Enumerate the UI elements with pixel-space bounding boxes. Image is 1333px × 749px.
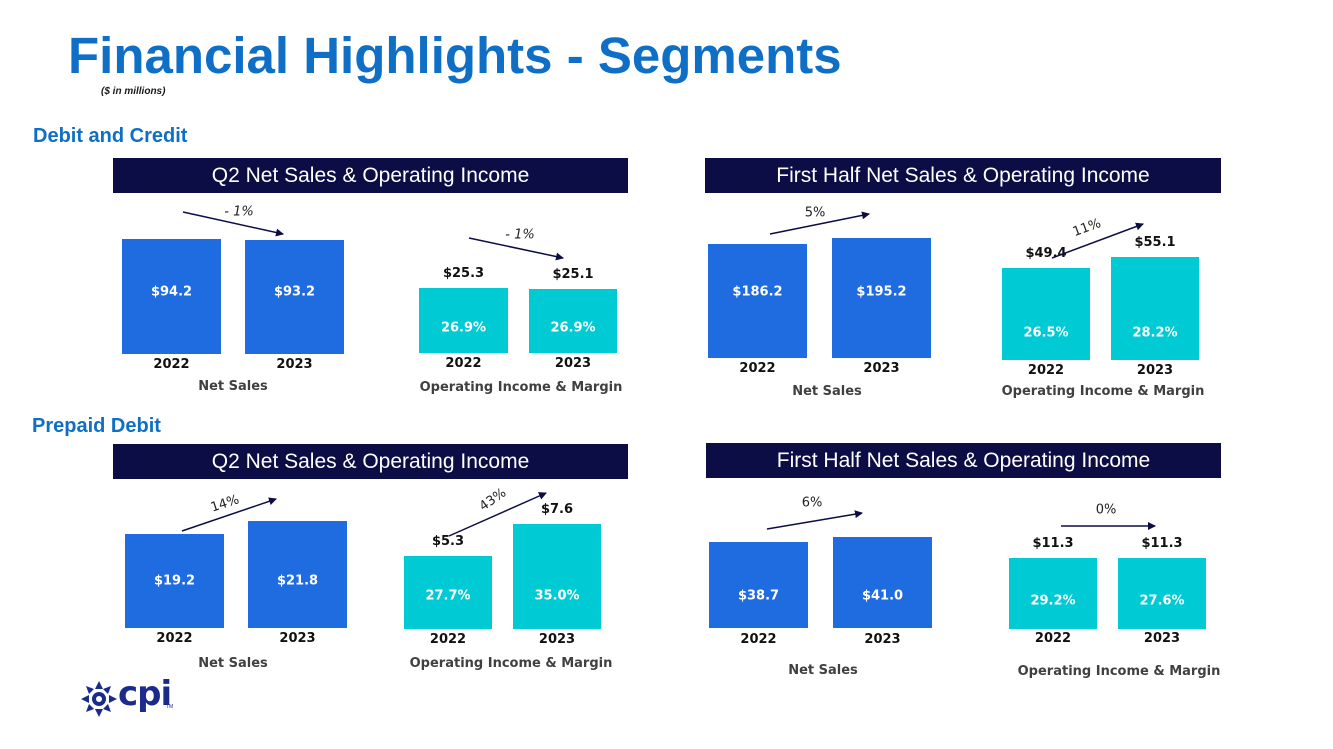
header-first-half-prepaid: First Half Net Sales & Operating Income — [706, 443, 1221, 478]
dc_fh_oi-bar-2022 — [1002, 268, 1090, 360]
pd_q2_oi-change-arrow — [448, 492, 547, 537]
dc_q2_ns-change-arrow — [182, 211, 284, 237]
header-q2-debit-credit: Q2 Net Sales & Operating Income — [113, 158, 628, 193]
cpi-logo-text: cpi — [118, 674, 172, 714]
dc_fh_oi-margin-label-2023: 28.2% — [1132, 325, 1178, 341]
dc_q2_ns-bar-2022 — [122, 239, 221, 354]
section-prepaid-debit: Prepaid Debit — [32, 415, 161, 437]
pd_q2_ns-bar-2022 — [125, 534, 224, 628]
dc_fh_ns-year-label-2022: 2022 — [739, 361, 776, 376]
dc_fh_oi-axis-label: Operating Income & Margin — [1001, 384, 1205, 399]
pd_q2_oi-bar-2022 — [404, 556, 492, 629]
dc_q2_oi-axis-label: Operating Income & Margin — [419, 380, 623, 395]
pd_q2_oi-bar-2023 — [513, 524, 601, 629]
pd_fh_oi-year-label-2023: 2023 — [1143, 631, 1181, 646]
dc_q2_ns-value-label-2022: $94.2 — [150, 284, 193, 300]
pd_fh_ns-change-arrow — [766, 510, 863, 530]
dc_fh_ns-change-label: 5% — [804, 205, 826, 221]
pd_fh_ns-value-label-2023: $41.0 — [861, 588, 904, 604]
pd_fh_ns-change-label: 6% — [801, 495, 823, 511]
pd_q2_oi-axis-label: Operating Income & Margin — [409, 656, 613, 671]
dc_q2_oi-change-label: - 1% — [505, 227, 535, 243]
pd_fh_oi-margin-label-2023: 27.6% — [1139, 593, 1185, 609]
dc_q2_ns-change-label: - 1% — [224, 204, 254, 220]
dc_fh_ns-bar-2023 — [832, 238, 931, 358]
pd_fh_ns-year-label-2022: 2022 — [740, 632, 777, 647]
dc_fh_oi-value-label-2023: $55.1 — [1134, 235, 1176, 250]
dc_q2_oi-bar-2022 — [419, 288, 508, 353]
dc_q2_ns-axis-label: Net Sales — [198, 379, 268, 394]
dc_q2_oi-margin-label-2022: 26.9% — [440, 320, 487, 336]
dc_q2_ns-bar-2023 — [245, 240, 344, 354]
dc_fh_oi-change-arrow — [1051, 222, 1144, 259]
dc_q2_oi-value-label-2023: $25.1 — [552, 267, 594, 282]
pd_fh_oi-bar-2023 — [1118, 558, 1206, 629]
dc_q2_oi-margin-label-2023: 26.9% — [550, 320, 596, 336]
dc_q2_oi-bar-2023 — [529, 289, 617, 353]
dc_q2_ns-year-label-2022: 2022 — [153, 357, 190, 372]
pd_fh_ns-bar-2022 — [709, 542, 808, 628]
pd_q2_ns-value-label-2023: $21.8 — [276, 573, 319, 589]
pd_q2_oi-value-label-2023: $7.6 — [540, 502, 574, 517]
pd_q2_ns-bar-2023 — [248, 521, 347, 628]
pd_fh_ns-axis-label: Net Sales — [788, 663, 858, 678]
dc_q2_oi-year-label-2023: 2023 — [554, 356, 592, 371]
page-title: Financial Highlights - Segments — [68, 27, 842, 84]
cpi-logo-icon — [81, 681, 117, 717]
dc_fh_oi-value-label-2022: $49.4 — [1025, 246, 1067, 261]
pd_fh_oi-bar-2022 — [1009, 558, 1097, 629]
dc_q2_ns-year-label-2023: 2023 — [276, 357, 313, 372]
dc_q2_oi-year-label-2022: 2022 — [445, 356, 482, 371]
pd_fh_ns-bar-2023 — [833, 537, 932, 628]
pd_q2_ns-year-label-2023: 2023 — [279, 631, 316, 646]
dc_fh_oi-margin-label-2022: 26.5% — [1023, 325, 1069, 341]
pd_fh_oi-year-label-2022: 2022 — [1034, 631, 1072, 646]
pd_fh_oi-value-label-2023: $11.3 — [1141, 536, 1183, 551]
header-first-half-debit-credit: First Half Net Sales & Operating Income — [705, 158, 1221, 193]
dc_fh_oi-bar-2023 — [1111, 257, 1199, 360]
pd_fh_oi-value-label-2022: $11.3 — [1032, 536, 1074, 551]
pd_q2_oi-margin-label-2023: 35.0% — [534, 588, 580, 604]
dc_fh_ns-bar-2022 — [708, 244, 807, 358]
pd_fh_oi-margin-label-2022: 29.2% — [1030, 593, 1076, 609]
dc_fh_ns-axis-label: Net Sales — [792, 384, 862, 399]
dc_fh_oi-year-label-2022: 2022 — [1027, 363, 1065, 378]
pd_q2_ns-axis-label: Net Sales — [198, 656, 268, 671]
dc_q2_oi-change-arrow — [468, 237, 564, 261]
header-q2-prepaid: Q2 Net Sales & Operating Income — [113, 444, 628, 479]
dc_fh_ns-value-label-2023: $195.2 — [856, 284, 907, 300]
pd_q2_oi-value-label-2022: $5.3 — [431, 534, 465, 549]
dc_fh_ns-year-label-2023: 2023 — [863, 361, 900, 376]
dc_fh_ns-change-arrow — [769, 211, 870, 235]
pd_q2_oi-margin-label-2022: 27.7% — [425, 588, 471, 604]
pd_fh_ns-year-label-2023: 2023 — [864, 632, 901, 647]
units-note: ($ in millions) — [101, 86, 166, 97]
trademark-mark: TM — [166, 704, 174, 710]
dc_q2_oi-value-label-2022: $25.3 — [442, 266, 485, 281]
pd_q2_oi-year-label-2022: 2022 — [429, 632, 467, 647]
dc_fh_ns-value-label-2022: $186.2 — [732, 284, 783, 300]
pd_fh_ns-value-label-2022: $38.7 — [737, 588, 780, 604]
pd_q2_ns-value-label-2022: $19.2 — [153, 573, 196, 589]
pd_q2_ns-year-label-2022: 2022 — [156, 631, 193, 646]
dc_q2_ns-value-label-2023: $93.2 — [273, 284, 316, 300]
dc_fh_oi-year-label-2023: 2023 — [1136, 363, 1174, 378]
pd_fh_oi-change-label: 0% — [1095, 502, 1117, 518]
pd_fh_oi-axis-label: Operating Income & Margin — [1017, 664, 1221, 679]
pd_q2_ns-change-arrow — [181, 497, 277, 532]
pd_q2_oi-year-label-2023: 2023 — [538, 632, 576, 647]
section-debit-credit: Debit and Credit — [33, 125, 188, 147]
